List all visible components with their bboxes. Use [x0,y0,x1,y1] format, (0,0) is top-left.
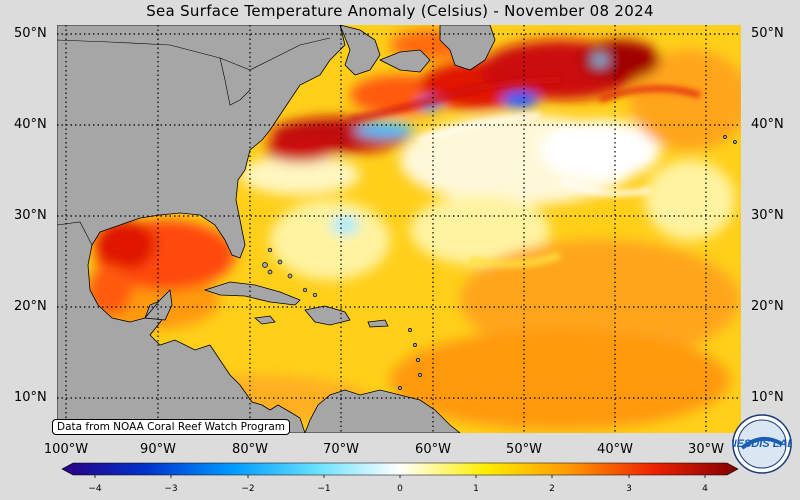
colorbar-tick-label: −4 [88,484,102,494]
colorbar-tick-label: 3 [626,484,632,494]
nesdis-lab-logo: NESDIS LAB [732,414,792,474]
colorbar-tick-label: −2 [241,484,255,494]
borders [57,37,331,246]
anomaly-patches [70,30,741,430]
small-islands [262,135,737,390]
logo-text: NESDIS LAB [732,438,792,450]
colorbar-tick-label: 1 [473,484,479,494]
lon-label-90: 90°W [140,442,176,457]
land [57,25,496,433]
lat-label-10-right: 10°N [751,390,784,405]
colorbar-ticks [94,475,706,478]
data-credit: Data from NOAA Coral Reef Watch Program [52,419,290,435]
lat-label-10: 10°N [14,390,47,405]
anomaly-streaks [349,77,701,268]
lat-label-30: 30°N [14,208,47,223]
colorbar-tick-label: 0 [397,484,403,494]
lat-label-40: 40°N [14,117,47,132]
graticule [57,25,741,433]
lon-label-100: 100°W [43,442,89,457]
lat-label-20: 20°N [14,299,47,314]
lon-label-70: 70°W [323,442,359,457]
lon-label-50: 50°W [506,442,542,457]
lat-label-50: 50°N [14,26,47,41]
colorbar [61,462,739,476]
colorbar-tick-label: −1 [317,484,331,494]
lat-label-20-right: 20°N [751,299,784,314]
lat-label-50-right: 50°N [751,26,784,41]
lon-label-80: 80°W [232,442,268,457]
lon-label-30: 30°W [688,442,724,457]
colorbar-tick-label: −3 [164,484,178,494]
lon-label-40: 40°W [597,442,633,457]
colorbar-tick-label: 2 [549,484,555,494]
lat-label-30-right: 30°N [751,208,784,223]
lat-label-40-right: 40°N [751,117,784,132]
lon-label-60: 60°W [415,442,451,457]
map-title: Sea Surface Temperature Anomaly (Celsius… [146,2,654,20]
colorbar-tick-label: 4 [702,484,708,494]
